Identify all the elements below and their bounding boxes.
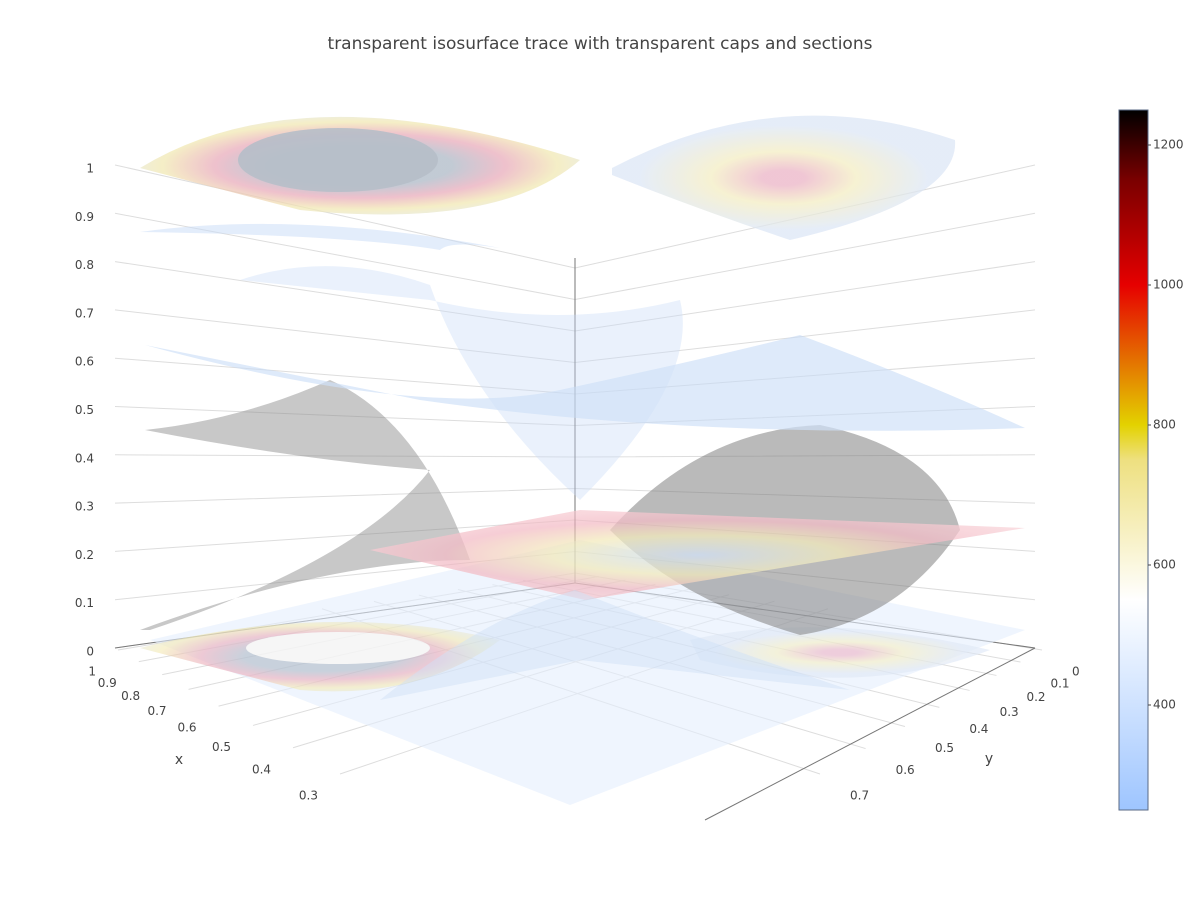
colorbar-tick-label: 1200	[1153, 138, 1184, 152]
colorbar-tick-label: 800	[1153, 418, 1176, 432]
z-tick-label: 0.1	[75, 596, 94, 610]
z-tick-label: 0.6	[75, 355, 94, 369]
z-tick-label: 0.2	[75, 548, 94, 562]
z-tick-label: 0.3	[75, 500, 94, 514]
colorbar-tick-label: 600	[1153, 558, 1176, 572]
x-tick-label: 0.7	[147, 704, 166, 718]
x-tick-label: 0.8	[121, 689, 140, 703]
y-tick-label: 0.1	[1050, 677, 1069, 691]
y-tick-label: 0.4	[969, 722, 988, 736]
z-tick-label: 0.4	[75, 451, 94, 465]
colorbar-tick-label: 1000	[1153, 278, 1184, 292]
chart-title: transparent isosurface trace with transp…	[328, 34, 873, 54]
x-tick-label: 0.5	[212, 740, 231, 754]
y-tick-label: 0.6	[896, 763, 915, 777]
x-tick-label: 1	[88, 665, 96, 679]
colorbar-ticks: 400 600 800 1000 1200	[1148, 138, 1184, 712]
colorbar	[1118, 109, 1149, 811]
z-tick-label: 0.9	[75, 210, 94, 224]
z-tick-label: 0.8	[75, 258, 94, 272]
y-tick-label: 0	[1072, 665, 1080, 679]
x-tick-label: 0.4	[252, 762, 271, 776]
z-tick-label: 0	[86, 645, 94, 659]
isosurface	[140, 115, 1025, 805]
axis-line	[704, 647, 1036, 821]
y-tick-label: 0.5	[935, 741, 954, 755]
z-tick-label: 0.7	[75, 306, 94, 320]
y-axis-title: y	[985, 751, 993, 767]
colorbar-tick-label: 400	[1153, 698, 1176, 712]
z-tick-label: 1	[86, 162, 94, 176]
x-tick-label: 0.3	[299, 789, 318, 803]
z-tick-label: 0.5	[75, 403, 94, 417]
y-tick-label: 0.2	[1026, 690, 1045, 704]
x-tick-label: 0.9	[98, 676, 117, 690]
y-tick-label: 0.3	[1000, 705, 1019, 719]
x-tick-label: 0.6	[177, 721, 196, 735]
x-axis-title: x	[175, 752, 183, 768]
y-tick-label: 0.7	[850, 789, 869, 803]
